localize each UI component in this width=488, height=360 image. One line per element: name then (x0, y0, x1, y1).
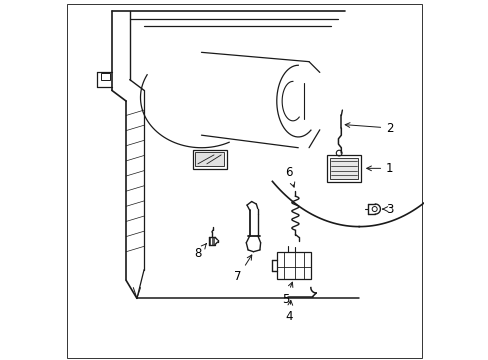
Text: 7: 7 (234, 255, 251, 283)
Text: 8: 8 (194, 244, 206, 260)
Bar (192, 149, 226, 169)
Bar (329, 158, 357, 179)
Bar (276, 252, 310, 279)
Text: 5: 5 (282, 282, 292, 306)
Bar (326, 155, 360, 182)
Bar (195, 152, 223, 166)
Bar (101, 73, 110, 80)
Text: 3: 3 (382, 203, 393, 216)
Text: 6: 6 (285, 166, 294, 187)
Text: 4: 4 (285, 300, 292, 323)
Text: 2: 2 (345, 122, 393, 135)
Text: 1: 1 (366, 162, 393, 175)
